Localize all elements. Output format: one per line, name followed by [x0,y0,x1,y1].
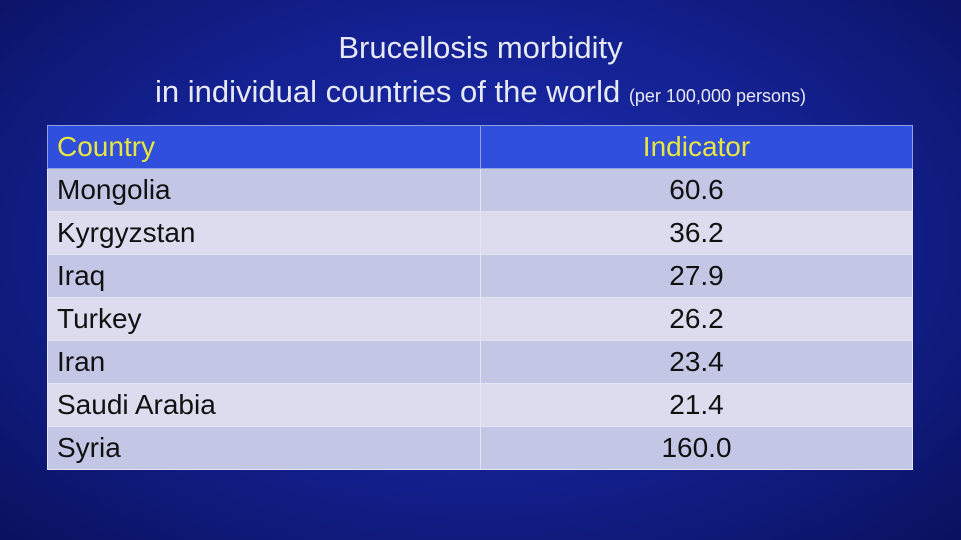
country-cell: Iraq [47,254,481,298]
table-row: Mongolia 60.6 [47,168,913,212]
indicator-cell: 26.2 [480,297,913,341]
column-header: Indicator [480,125,913,169]
table-body: Mongolia 60.6 Kyrgyzstan 36.2 Iraq 27.9 Turkey… [47,168,913,470]
country-cell: Syria [47,426,481,470]
title: Brucellosis morbidity [338,30,623,65]
country-cell: Mongolia [47,168,481,212]
title: in individual countries of the world [155,74,621,109]
data-table: Country Indicator Mongolia 60.6 Kyrgyzstan… [47,125,913,470]
table-row: Syria 160.0 [47,426,913,470]
indicator-cell: 27.9 [480,254,913,298]
country-cell: Iran [47,340,481,384]
table-row: Saudi Arabia 21.4 [47,383,913,427]
indicator-cell: 160.0 [480,426,913,470]
column-header: Country [47,125,481,169]
country-cell: Turkey [47,297,481,341]
title: in individual countries of the world (pe… [0,74,961,114]
indicator-cell: 23.4 [480,340,913,384]
table-row: Iraq 27.9 [47,254,913,298]
table-row: Iran 23.4 [47,340,913,384]
country-cell: Kyrgyzstan [47,211,481,255]
header-row: Country Indicator [47,125,913,169]
subtitle: (per 100,000 persons) [628,86,806,106]
indicator-cell: 21.4 [480,383,913,427]
table-row: Kyrgyzstan 36.2 [47,211,913,255]
indicator-cell: 60.6 [480,168,913,212]
country-cell: Saudi Arabia [47,383,481,427]
indicator-cell: 36.2 [480,211,913,255]
table-row: Turkey 26.2 [47,297,913,341]
